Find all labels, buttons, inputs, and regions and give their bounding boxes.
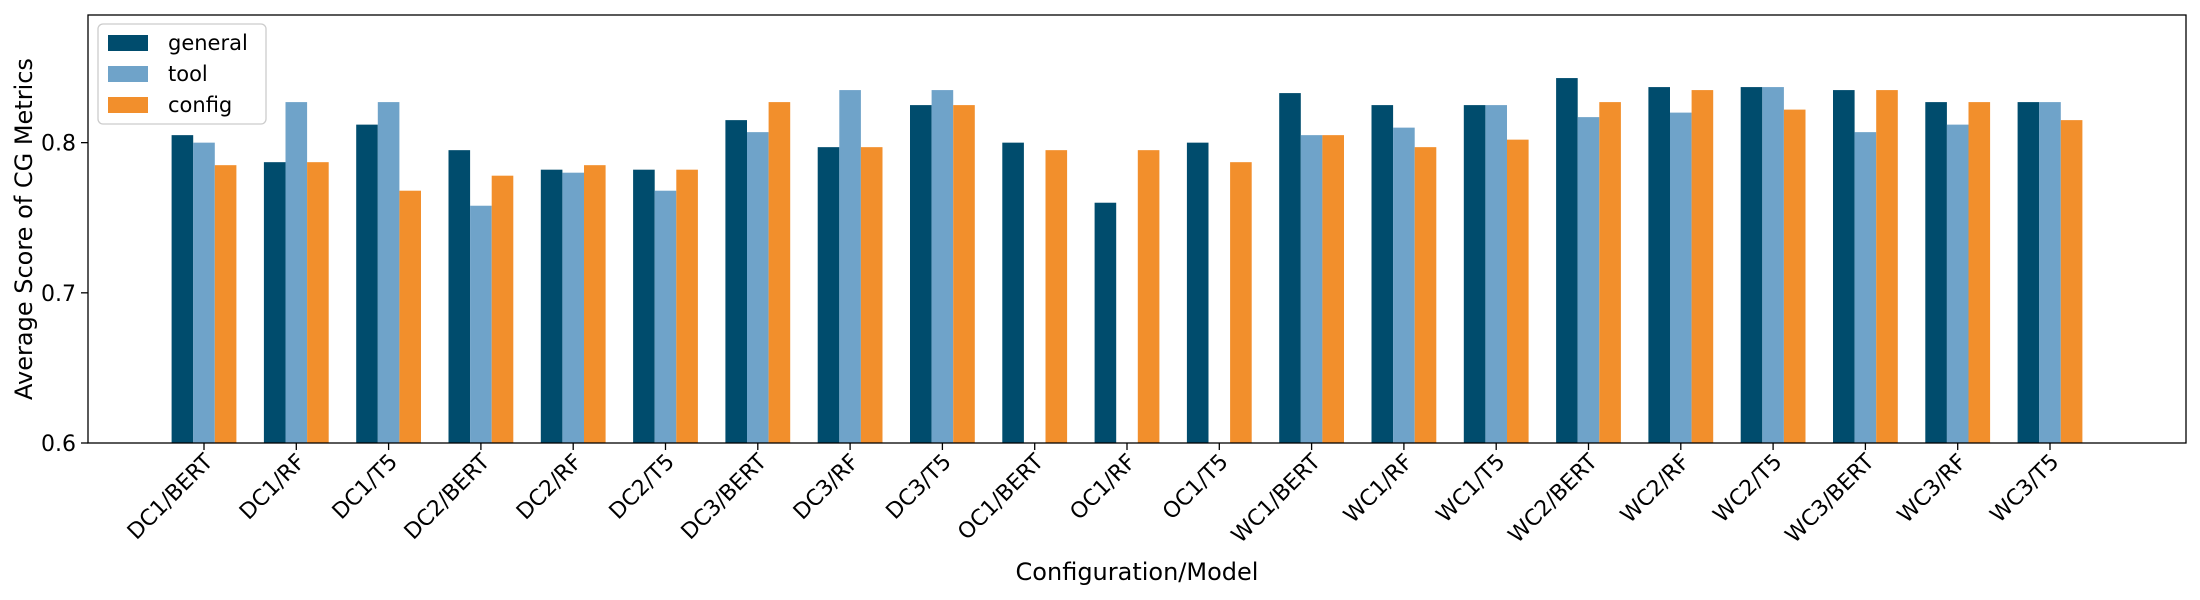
x-tick-label: WC3/T5 [1986, 450, 2064, 528]
x-tick-label: WC2/T5 [1709, 450, 1787, 528]
bar-general-dc2-t5 [633, 169, 655, 443]
bar-general-wc2-rf [1648, 87, 1670, 443]
bar-general-dc2-rf [540, 169, 563, 443]
legend-swatch-general [108, 35, 148, 51]
x-tick-label: DC1/RF [235, 450, 310, 525]
bar-tool-dc2-t5 [654, 190, 677, 443]
y-tick-label: 0.6 [41, 432, 76, 457]
x-tick-label: OC1/T5 [1158, 450, 1233, 525]
x-tick-label: WC1/RF [1339, 450, 1418, 529]
bar-config-dc3-t5 [953, 105, 975, 444]
bar-tool-wc3-rf [1946, 124, 1969, 444]
bar-general-wc3-rf [1925, 102, 1947, 444]
bar-tool-dc2-rf [562, 172, 584, 443]
bar-general-oc1-t5 [1186, 142, 1209, 444]
x-tick-label: WC2/RF [1616, 450, 1695, 529]
bar-tool-dc3-bert [747, 132, 769, 443]
x-tick-label: DC1/T5 [328, 450, 403, 525]
bar-general-wc1-rf [1371, 105, 1394, 444]
x-tick-label: DC3/RF [789, 450, 864, 525]
bar-general-oc1-rf [1094, 202, 1117, 443]
bar-config-wc3-rf [1968, 102, 1991, 444]
bar-tool-dc2-bert [470, 205, 492, 443]
bar-tool-dc3-t5 [931, 90, 954, 444]
bar-general-dc3-bert [725, 120, 747, 444]
legend: general tool config [97, 23, 267, 125]
bar-general-wc3-bert [1833, 90, 1855, 444]
bar-general-oc1-bert [1002, 142, 1024, 444]
legend-label-general: general [168, 31, 248, 55]
bar-config-dc3-bert [768, 102, 791, 444]
bar-tool-wc1-t5 [1485, 105, 1507, 444]
x-axis-title: Configuration/Model [1016, 558, 1259, 586]
bar-general-wc2-t5 [1740, 87, 1763, 443]
bar-config-wc1-bert [1322, 135, 1344, 443]
bar-general-wc1-bert [1279, 93, 1301, 444]
bar-config-wc3-t5 [2060, 120, 2083, 444]
bar-config-wc2-t5 [1783, 109, 1806, 443]
x-tick-label: DC2/T5 [605, 450, 680, 525]
bar-tool-wc1-rf [1393, 127, 1415, 443]
x-tick-label: WC1/BERT [1227, 449, 1326, 548]
legend-label-config: config [168, 93, 232, 117]
bar-tool-dc3-rf [839, 90, 861, 444]
x-tick-label: WC3/RF [1893, 450, 1972, 529]
bar-general-wc1-t5 [1463, 105, 1486, 444]
y-axis-title: Average Score of CG Metrics [10, 58, 38, 400]
x-tick-label: DC3/BERT [677, 449, 773, 545]
bar-general-dc2-bert [448, 150, 471, 443]
bar-config-wc1-rf [1414, 147, 1437, 443]
bar-general-dc1-rf [263, 162, 286, 443]
plot-area-frame [87, 14, 2187, 444]
bar-general-wc3-t5 [2017, 102, 2040, 444]
bar-config-dc3-rf [860, 147, 883, 443]
bar-config-wc3-bert [1876, 90, 1898, 444]
bar-tool-wc3-bert [1854, 132, 1877, 443]
bar-general-dc1-t5 [356, 124, 378, 444]
bar-config-dc1-rf [307, 162, 329, 443]
x-tick-label: WC1/T5 [1432, 450, 1510, 528]
legend-swatch-tool [108, 66, 148, 82]
x-tick-label: WC2/BERT [1504, 449, 1603, 548]
bar-config-dc1-t5 [399, 190, 421, 443]
x-tick-label: WC3/BERT [1781, 449, 1880, 548]
bar-config-oc1-bert [1045, 150, 1068, 443]
bar-tool-dc1-bert [193, 142, 215, 444]
bar-general-dc1-bert [171, 135, 194, 443]
bar-tool-wc1-bert [1300, 135, 1323, 443]
bar-config-wc1-t5 [1507, 139, 1529, 443]
x-tick-label: DC3/T5 [882, 450, 957, 525]
x-tick-label: OC1/BERT [953, 449, 1049, 545]
bar-config-dc2-bert [491, 175, 514, 443]
bar-config-dc1-bert [214, 165, 237, 443]
legend-label-tool: tool [168, 62, 208, 86]
bar-general-wc2-bert [1556, 78, 1578, 444]
bar-general-dc3-rf [817, 147, 840, 443]
x-tick-label: DC2/BERT [400, 449, 496, 545]
bar-tool-wc2-t5 [1762, 87, 1784, 443]
bar-tool-dc1-t5 [377, 102, 400, 444]
legend-swatch-config [108, 97, 148, 113]
x-tick-label: DC2/RF [512, 450, 587, 525]
bar-config-dc2-rf [584, 165, 606, 443]
bar-general-dc3-t5 [910, 105, 932, 444]
bar-config-wc2-rf [1691, 90, 1714, 444]
bar-tool-wc2-bert [1577, 117, 1600, 444]
bar-tool-wc2-rf [1670, 112, 1692, 443]
bar-config-dc2-t5 [676, 169, 698, 443]
bar-config-oc1-t5 [1230, 162, 1252, 443]
bar-config-oc1-rf [1137, 150, 1160, 443]
bar-config-wc2-bert [1599, 102, 1621, 444]
bars-layer [171, 78, 2083, 444]
bar-tool-dc1-rf [285, 102, 308, 444]
x-tick-label: DC1/BERT [123, 449, 219, 545]
y-tick-label: 0.8 [41, 132, 76, 157]
x-tick-label: OC1/RF [1066, 450, 1142, 526]
y-tick-label: 0.7 [41, 282, 76, 307]
bar-tool-wc3-t5 [2039, 102, 2061, 444]
y-axis: 0.6 0.7 0.8 [41, 132, 88, 457]
